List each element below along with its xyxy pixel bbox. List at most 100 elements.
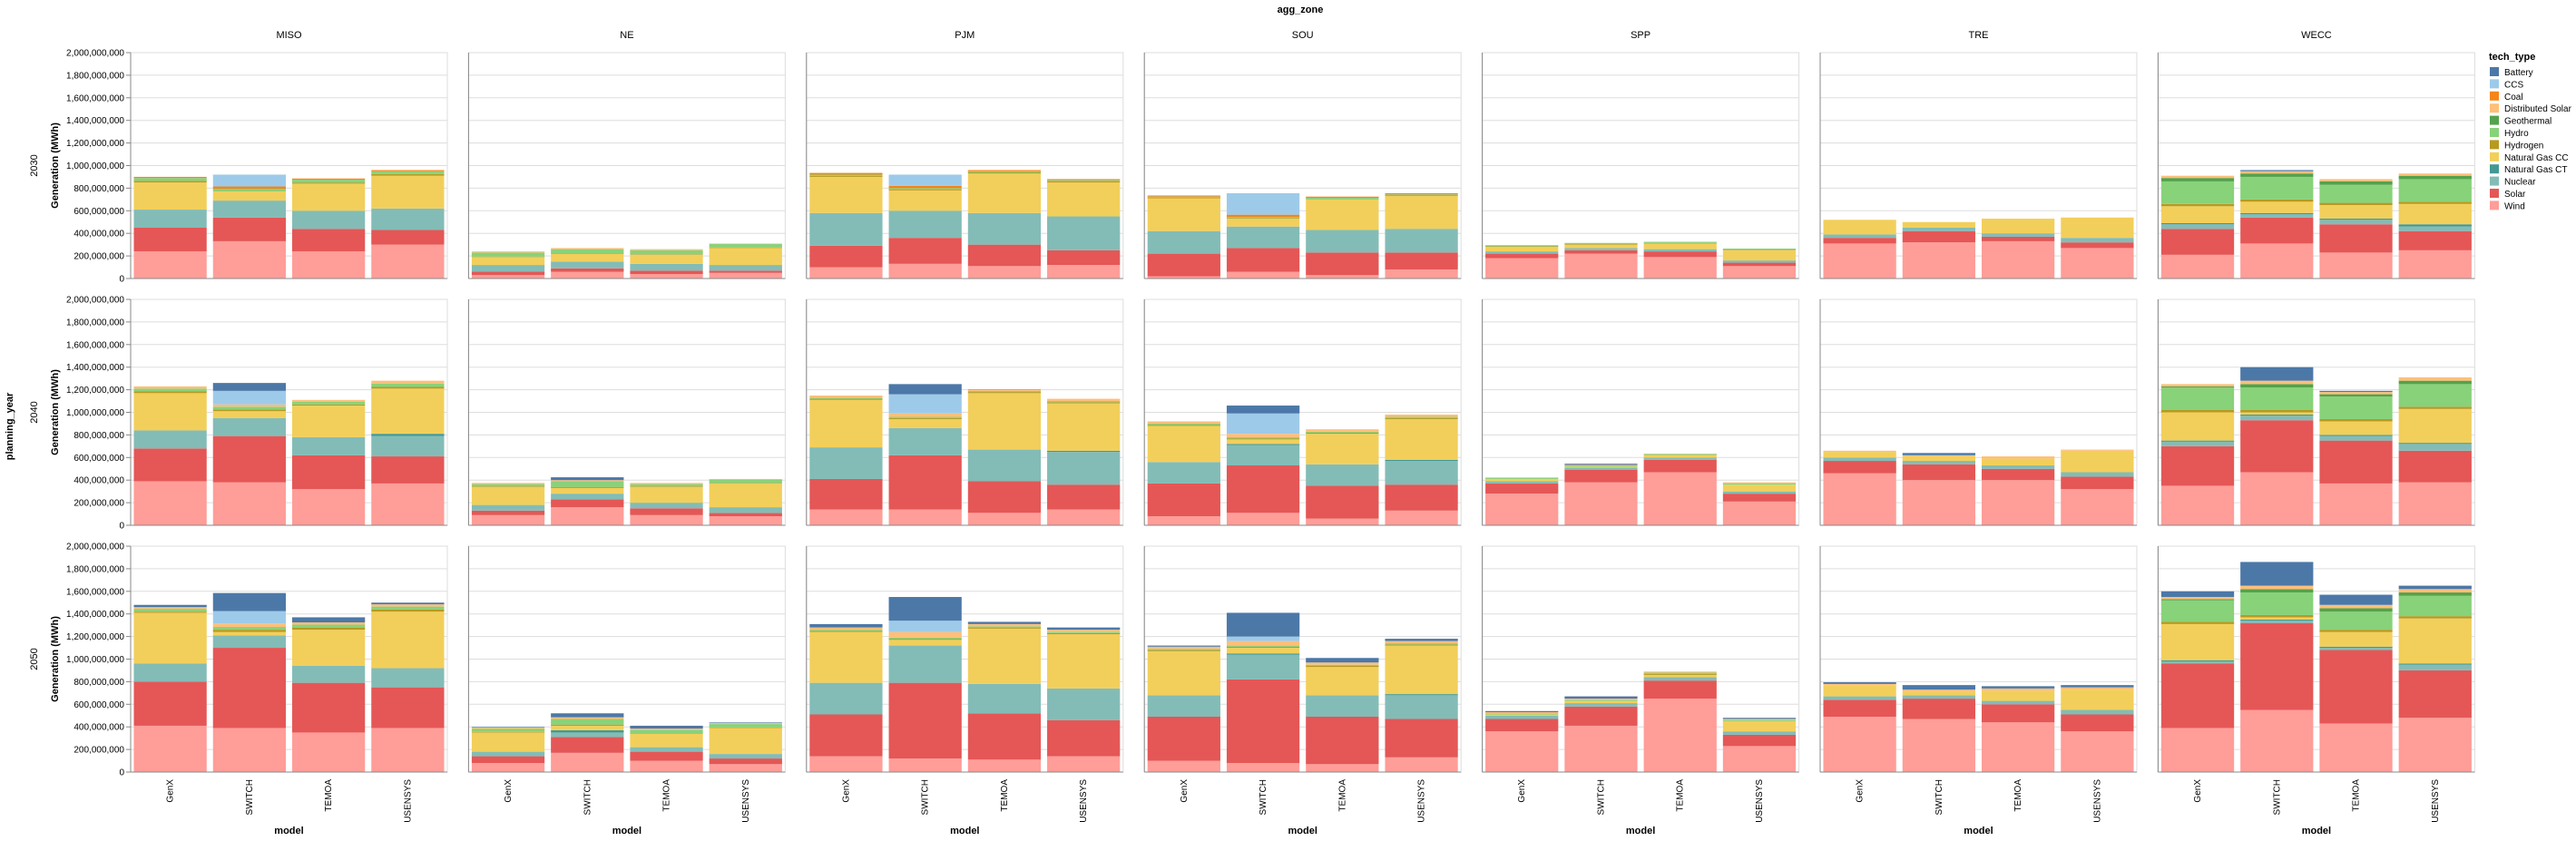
bar-segment-natural-gas-cc xyxy=(551,253,624,262)
x-axis-title: model xyxy=(950,826,979,836)
bar-segment-distributed-solar xyxy=(809,396,883,398)
bar-2050-ne-temoa xyxy=(630,725,703,772)
bar-segment-hydrogen xyxy=(2160,203,2235,207)
bar-segment-nuclear xyxy=(1643,457,1717,460)
bar-segment-hydrogen xyxy=(709,247,782,249)
bar-2030-ne-genx xyxy=(471,251,545,279)
bar-segment-battery xyxy=(1385,639,1458,641)
bar-segment-natural-gas-cc xyxy=(2160,623,2235,660)
bar-segment-distributed-solar xyxy=(1823,450,1896,453)
bar-segment-natural-gas-cc xyxy=(1722,249,1797,261)
bar-segment-hydrogen xyxy=(709,483,782,484)
bar-segment-wind xyxy=(1306,764,1379,772)
bar-segment-nuclear xyxy=(809,682,883,715)
bar-segment-battery xyxy=(551,477,624,481)
bar-segment-natural-gas-cc xyxy=(888,418,962,428)
bar-2050-spp-genx xyxy=(1485,710,1559,772)
bar-segment-battery xyxy=(1147,645,1220,647)
bar-2040-spp-switch xyxy=(1564,464,1638,525)
bar-2050-miso-usensys xyxy=(371,602,445,772)
bar-segment-nuclear xyxy=(1643,677,1717,681)
bar-segment-nuclear xyxy=(630,503,703,509)
bar-segment-wind xyxy=(2160,254,2235,279)
bar-segment-wind xyxy=(1047,756,1121,772)
facet-header-sou: SOU xyxy=(1292,30,1314,41)
bar-segment-wind xyxy=(1643,472,1717,525)
bar-segment-wind xyxy=(2319,252,2393,279)
bar-segment-wind xyxy=(1147,276,1220,279)
bar-segment-natural-gas-cc xyxy=(1564,466,1638,468)
bar-segment-natural-gas-cc xyxy=(888,640,962,646)
bar-segment-distributed-solar xyxy=(1047,398,1121,402)
bar-2030-spp-temoa xyxy=(1643,241,1717,279)
bar-segment-solar xyxy=(1385,719,1458,758)
bar-segment-hydrogen xyxy=(551,486,624,488)
y-tick-label: 1,800,000,000 xyxy=(66,564,124,574)
bar-2030-miso-temoa xyxy=(291,178,366,279)
bar-segment-hydro xyxy=(133,388,207,392)
bar-segment-wind xyxy=(1902,719,1976,772)
bar-segment-distributed-solar xyxy=(1306,429,1379,432)
bar-segment-solar xyxy=(2319,440,2393,484)
bar-2040-pjm-temoa xyxy=(967,388,1042,525)
bar-segment-wind xyxy=(888,263,962,279)
bar-segment-nuclear xyxy=(1147,230,1220,254)
facet-header-tre: TRE xyxy=(1969,30,1989,41)
bar-segment-wind xyxy=(1306,275,1379,279)
bar-segment-solar xyxy=(1643,459,1717,473)
bar-segment-hydrogen xyxy=(967,627,1042,629)
bar-segment-solar xyxy=(1147,253,1220,277)
bar-segment-natural-gas-cc xyxy=(2061,689,2134,710)
bar-segment-battery xyxy=(2319,594,2393,605)
bar-segment-nuclear xyxy=(1643,249,1717,252)
bar-segment-nuclear xyxy=(133,210,207,228)
y-tick-label: 1,200,000,000 xyxy=(66,139,124,149)
bar-segment-hydrogen xyxy=(2240,199,2314,202)
bar-segment-nuclear xyxy=(1981,700,2055,705)
legend-item-battery: Battery xyxy=(2490,67,2533,78)
bar-segment-ccs xyxy=(888,174,962,186)
bar-segment-hydrogen xyxy=(2160,410,2235,413)
bar-segment-nuclear xyxy=(291,210,366,230)
bar-segment-natural-gas-cc xyxy=(371,388,445,435)
bar-segment-natural-gas-cc xyxy=(1823,685,1896,697)
bar-segment-hydro xyxy=(2398,595,2472,617)
y-tick-label: 2,000,000,000 xyxy=(66,296,124,306)
bar-segment-hydro xyxy=(1306,197,1379,200)
bar-2040-tre-switch xyxy=(1902,453,1976,525)
bar-segment-hydrogen xyxy=(2398,616,2472,619)
bar-segment-nuclear xyxy=(1485,251,1559,254)
bar-segment-coal xyxy=(291,178,366,181)
bar-segment-natural-gas-cc xyxy=(967,173,1042,213)
bar-segment-solar xyxy=(1564,249,1638,254)
bar-segment-wind xyxy=(1643,257,1717,279)
bar-segment-natural-gas-cc xyxy=(1147,425,1220,463)
bar-segment-wind xyxy=(2240,243,2314,279)
bar-segment-nuclear xyxy=(888,427,962,455)
bar-segment-battery xyxy=(2240,367,2314,381)
bar-segment-hydro xyxy=(371,171,445,174)
bar-segment-geothermal xyxy=(2398,175,2472,180)
bar-segment-distributed-solar xyxy=(551,480,624,482)
bar-segment-natural-gas-cc xyxy=(2061,217,2134,239)
bar-2030-tre-temoa xyxy=(1981,219,2055,279)
bar-segment-solar xyxy=(1722,494,1797,502)
bar-segment-hydro xyxy=(212,627,287,631)
bar-segment-hydrogen xyxy=(1306,665,1379,668)
bar-segment-hydro xyxy=(291,624,366,628)
bar-segment-battery xyxy=(809,623,883,628)
bar-2050-tre-switch xyxy=(1902,685,1976,772)
bar-segment-distributed-solar xyxy=(2240,585,2314,590)
bar-segment-natural-gas-cc xyxy=(1722,720,1797,732)
bar-segment-wind xyxy=(1902,480,1976,525)
bar-segment-hydro xyxy=(809,397,883,399)
panel-2050-pjm: GenX SWITCH TEMOA USENSYS model xyxy=(806,545,1124,836)
bar-segment-coal xyxy=(967,388,1042,390)
legend-label: Battery xyxy=(2504,68,2533,78)
bar-segment-hydro xyxy=(2319,611,2393,631)
bar-2050-miso-switch xyxy=(212,592,287,772)
bar-segment-natural-gas-cc xyxy=(1823,220,1896,235)
bar-segment-wind xyxy=(1564,253,1638,279)
bar-segment-distributed-solar xyxy=(1226,641,1300,646)
bar-segment-natural-gas-ct xyxy=(2160,660,2235,661)
